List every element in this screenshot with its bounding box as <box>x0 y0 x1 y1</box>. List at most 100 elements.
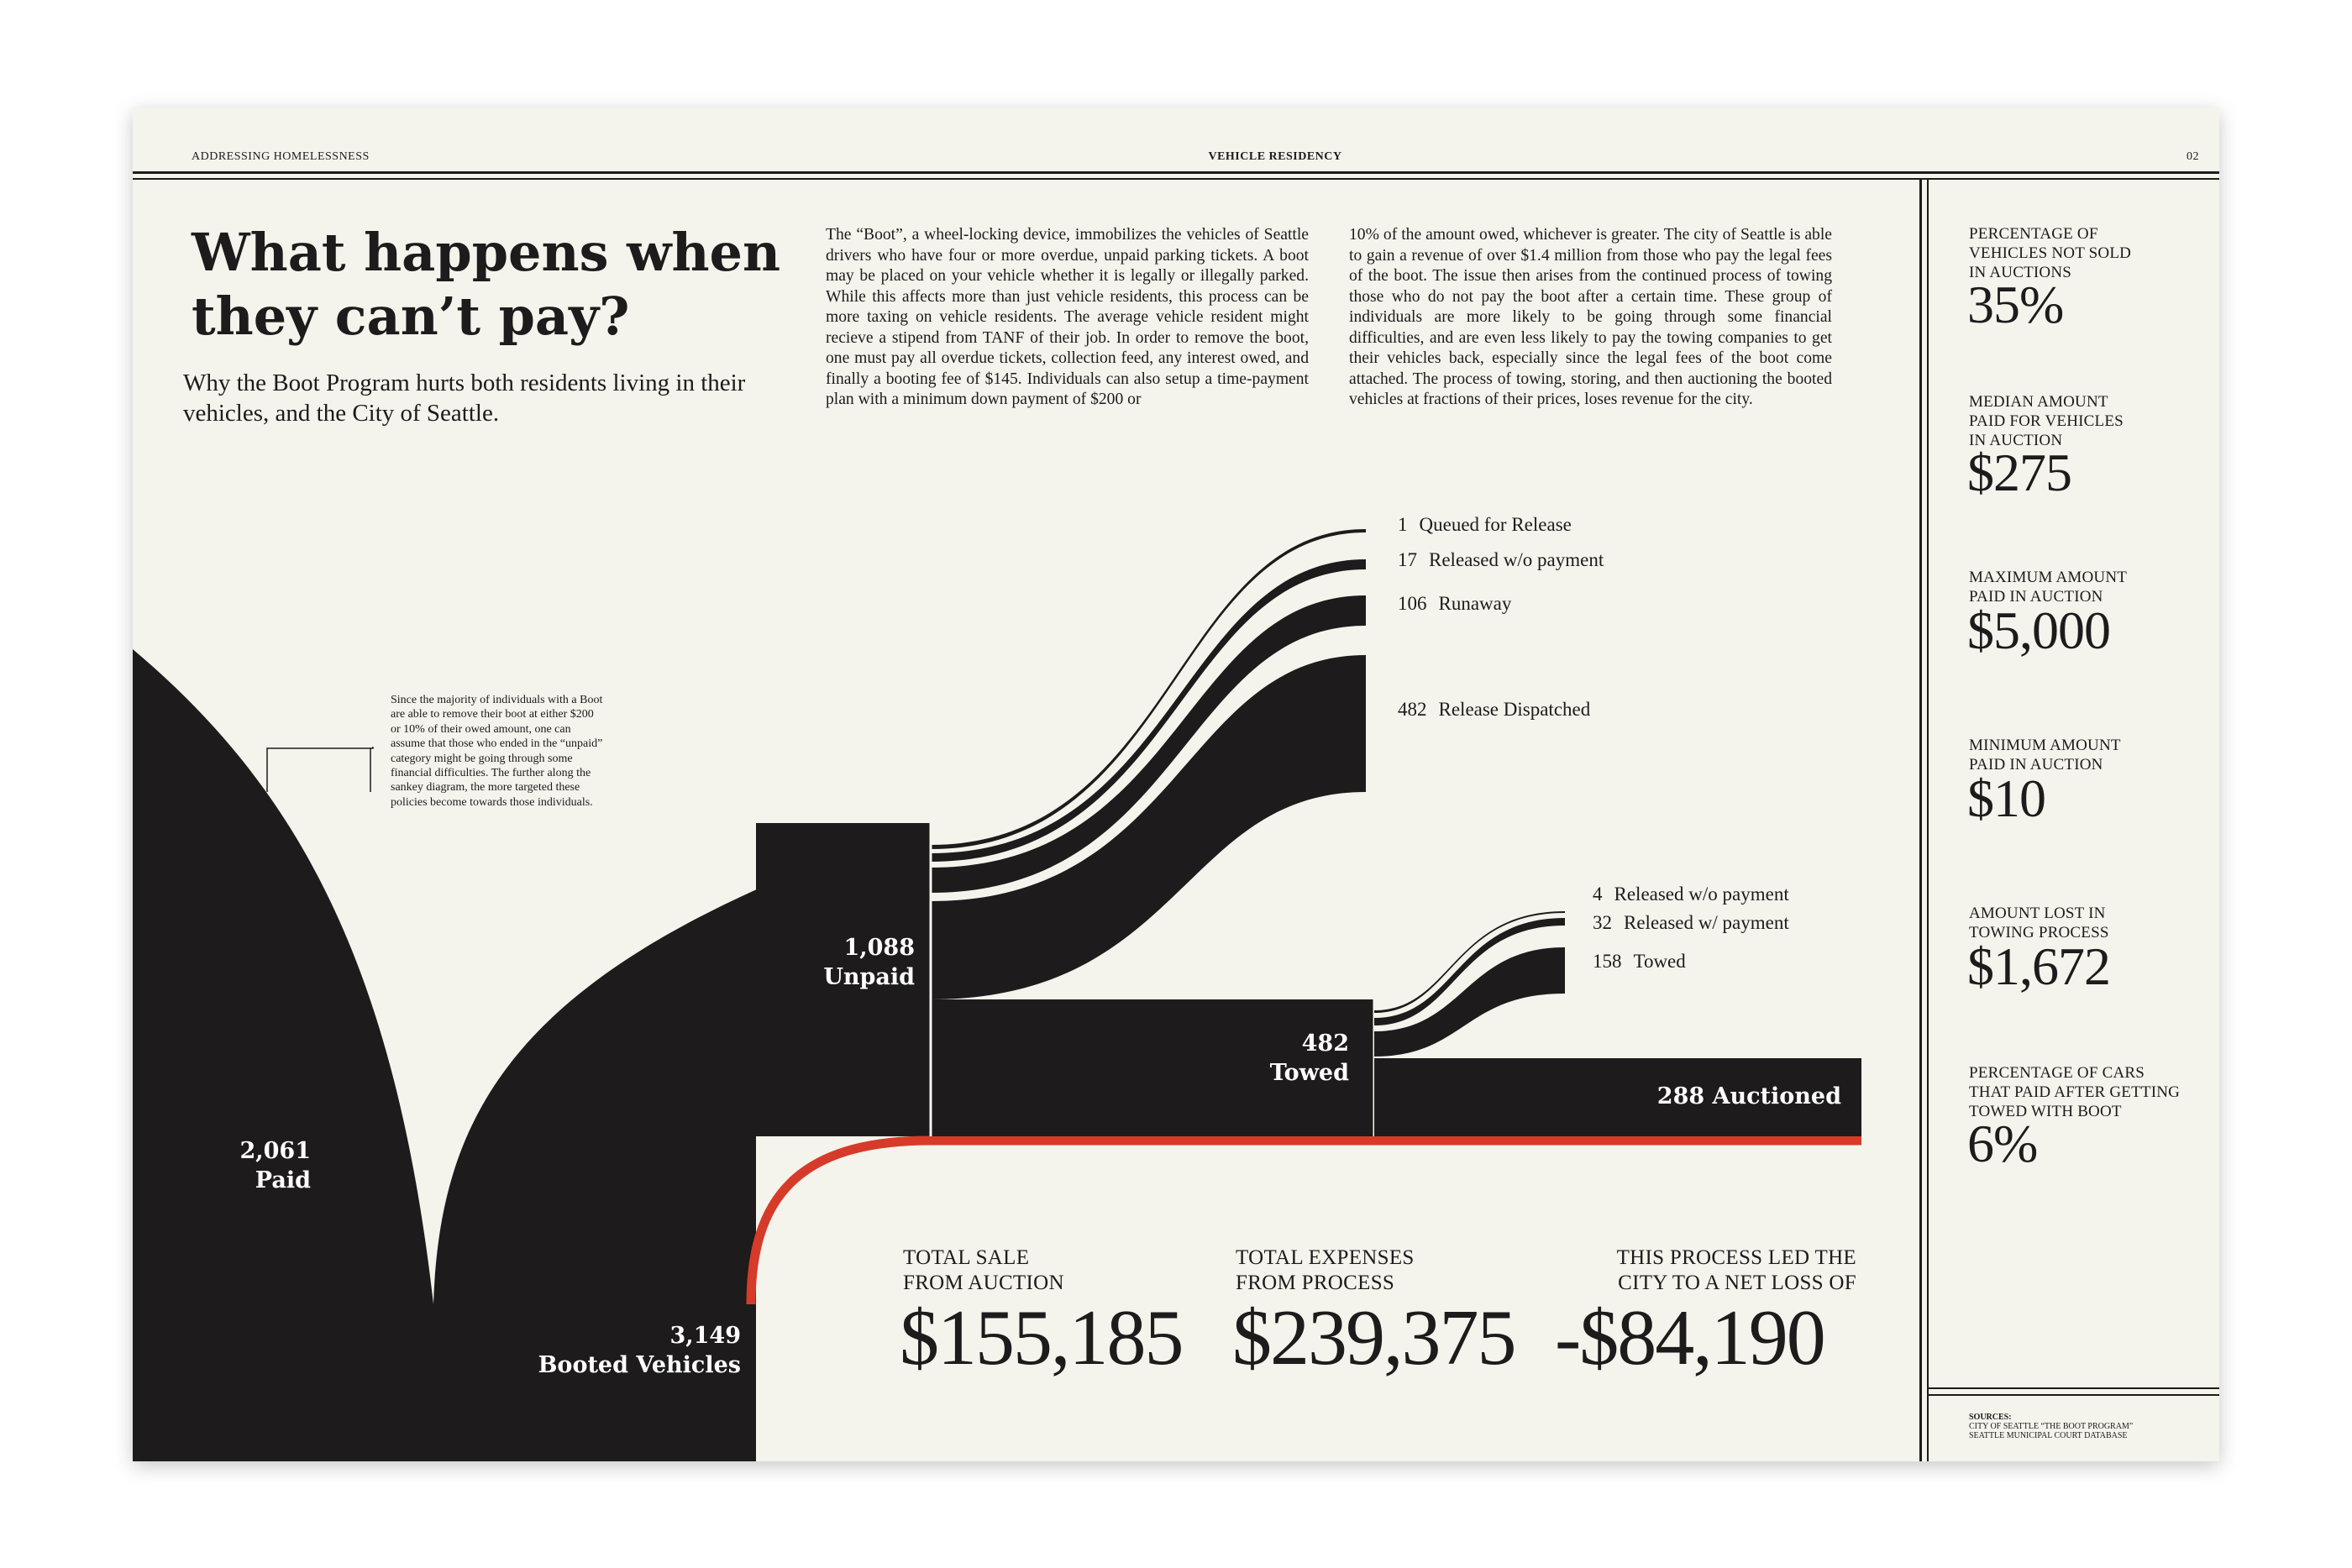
net-loss-label-line-2: CITY TO A NET LOSS OF <box>1618 1272 1856 1294</box>
stat-label-line: PAID IN AUCTION <box>1969 756 2103 774</box>
paid-value: 2,061 <box>239 1138 311 1164</box>
header-rule-bottom <box>133 178 2219 180</box>
net-loss-value: -$84,190 <box>1555 1294 1826 1382</box>
stat-label-minimum-paid: MINIMUM AMOUNT PAID IN AUCTION <box>1969 736 2213 774</box>
outcome-label: Queued for Release <box>1419 514 1572 535</box>
stat-label-line: PERCENTAGE OF CARS <box>1969 1064 2145 1082</box>
stat-label-median-paid: MEDIAN AMOUNT PAID FOR VEHICLES IN AUCTION <box>1969 392 2213 450</box>
stat-label-line: THAT PAID AFTER GETTING <box>1969 1083 2181 1101</box>
topic-label: VEHICLE RESIDENCY <box>1208 150 1342 163</box>
stat-value-paid-after-tow: 6% <box>1967 1114 2038 1173</box>
towed-label: Towed <box>1269 1060 1349 1086</box>
outcome-label: Released w/o payment <box>1429 549 1604 570</box>
outcome-runaway: 106 Runaway <box>1398 593 1511 615</box>
total-sale-label-line-1: TOTAL SALE <box>903 1246 1030 1269</box>
total-sale-value: $155,185 <box>900 1294 1184 1382</box>
stat-label-line: TOWING PROCESS <box>1969 924 2109 941</box>
outcome-value: 32 <box>1593 912 1612 933</box>
outcome-release-dispatched: 482 Release Dispatched <box>1398 699 1590 721</box>
stat-label-maximum-paid: MAXIMUM AMOUNT PAID IN AUCTION <box>1969 568 2213 606</box>
flow-runaway <box>931 595 1366 893</box>
unpaid-node <box>756 823 931 1136</box>
body-column-1: The “Boot”, a wheel-locking device, immo… <box>826 226 1309 408</box>
stat-label-line: PAID FOR VEHICLES <box>1969 412 2124 430</box>
sources-rule-bottom <box>1929 1394 2219 1396</box>
sankey-annotation: Since the majority of individuals with a… <box>391 694 603 809</box>
outcome-label: Release Dispatched <box>1438 699 1591 720</box>
unpaid-label: Unpaid <box>823 964 915 990</box>
total-expenses-label-line-2: FROM PROCESS <box>1236 1272 1395 1294</box>
stat-label-line: PERCENTAGE OF <box>1969 225 2098 243</box>
stat-label-paid-after-tow: PERCENTAGE OF CARS THAT PAID AFTER GETTIN… <box>1969 1063 2213 1121</box>
page-subtitle: Why the Boot Program hurts both resident… <box>183 370 746 427</box>
stat-label-line: MAXIMUM AMOUNT <box>1969 569 2128 586</box>
towed-node-label: 482 Towed <box>931 1029 1349 1088</box>
annotation-leader-stub <box>370 747 374 792</box>
booted-label: Booted Vehicles <box>538 1352 741 1378</box>
outcome-towed-released-without-payment: 4 Released w/o payment <box>1593 884 1789 905</box>
outcome-towed-again: 158 Towed <box>1593 951 1686 973</box>
stat-value-minimum-paid: $10 <box>1967 768 2046 828</box>
sources-block: SOURCES: CITY OF SEATTLE “THE BOOT PROGR… <box>1969 1413 2133 1440</box>
stat-label-line: MEDIAN AMOUNT <box>1969 393 2108 411</box>
paid-node-label: 2,061 Paid <box>133 1136 311 1195</box>
outcome-label: Runaway <box>1438 593 1512 614</box>
stat-value-amount-lost: $1,672 <box>1967 936 2111 996</box>
title-line-1: What happens when <box>192 222 781 283</box>
stat-value-not-sold: 35% <box>1967 275 2064 334</box>
annotation-leader-line <box>266 747 370 792</box>
source-item: CITY OF SEATTLE “THE BOOT PROGRAM” <box>1969 1422 2134 1431</box>
magazine-spread: ADDRESSING HOMELESSNESS VEHICLE RESIDENC… <box>133 108 2219 1461</box>
body-column-2: 10% of the amount owed, whichever is gre… <box>1349 226 1832 408</box>
net-loss-label-line-1: THIS PROCESS LED THE <box>1616 1246 1856 1269</box>
section-label: ADDRESSING HOMELESSNESS <box>192 150 370 163</box>
stat-value-maximum-paid: $5,000 <box>1967 600 2111 660</box>
stat-value-median-paid: $275 <box>1967 443 2072 502</box>
stat-label-amount-lost: AMOUNT LOST IN TOWING PROCESS <box>1969 904 2213 942</box>
flow-release-dispatched <box>931 655 1366 999</box>
outcome-queued-for-release: 1 Queued for Release <box>1398 514 1572 536</box>
title-line-2: they can’t pay? <box>192 286 630 347</box>
net-loss-label: THIS PROCESS LED THE CITY TO A NET LOSS … <box>1477 1245 1856 1296</box>
stat-label-line: VEHICLES NOT SOLD <box>1969 244 2132 262</box>
outcome-value: 106 <box>1398 593 1427 614</box>
unpaid-value: 1,088 <box>843 935 915 961</box>
total-sale-label: TOTAL SALE FROM AUCTION <box>903 1245 1064 1296</box>
booted-vehicles-node <box>133 1304 756 1461</box>
outcome-value: 1 <box>1398 514 1408 535</box>
booted-node-label: 3,149 Booted Vehicles <box>133 1321 741 1380</box>
outcome-label: Released w/o payment <box>1614 884 1789 905</box>
booted-value: 3,149 <box>669 1323 741 1349</box>
header-rule-top <box>133 171 2219 174</box>
outcome-value: 17 <box>1398 549 1417 570</box>
outcome-value: 158 <box>1593 951 1622 972</box>
page-number: 02 <box>2187 150 2199 163</box>
stat-label-not-sold: PERCENTAGE OF VEHICLES NOT SOLD IN AUCTION… <box>1969 224 2213 282</box>
stat-label-line: AMOUNT LOST IN <box>1969 905 2106 922</box>
sources-rule-top <box>1929 1387 2219 1389</box>
sources-title: SOURCES: <box>1969 1413 2012 1422</box>
outcome-label: Towed <box>1633 951 1686 972</box>
page-title: What happens when they can’t pay? <box>192 221 914 349</box>
total-expenses-value: $239,375 <box>1232 1294 1516 1382</box>
outcome-value: 482 <box>1398 699 1427 720</box>
column-rule-right <box>1927 180 1929 1461</box>
sankey-diagram <box>133 529 1861 1461</box>
paid-label: Paid <box>255 1167 311 1193</box>
stat-label-line: TOWED WITH BOOT <box>1969 1103 2122 1120</box>
outcome-towed-released-with-payment: 32 Released w/ payment <box>1593 912 1789 934</box>
auctioned-node <box>1374 1058 1861 1136</box>
unpaid-node-label: 1,088 Unpaid <box>756 933 915 992</box>
stat-label-line: IN AUCTIONS <box>1969 264 2072 281</box>
paid-flow <box>133 649 433 1304</box>
total-expenses-label: TOTAL EXPENSES FROM PROCESS <box>1236 1245 1415 1296</box>
outcome-value: 4 <box>1593 884 1603 905</box>
stat-label-line: MINIMUM AMOUNT <box>1969 737 2121 754</box>
outcome-label: Released w/ payment <box>1624 912 1789 933</box>
total-sale-label-line-2: FROM AUCTION <box>903 1272 1064 1294</box>
total-expenses-label-line-1: TOTAL EXPENSES <box>1236 1246 1415 1269</box>
source-item: SEATTLE MUNICIPAL COURT DATABASE <box>1969 1431 2128 1440</box>
stat-label-line: IN AUCTION <box>1969 432 2063 449</box>
column-rule-left <box>1919 180 1922 1461</box>
towed-node <box>931 999 1374 1136</box>
